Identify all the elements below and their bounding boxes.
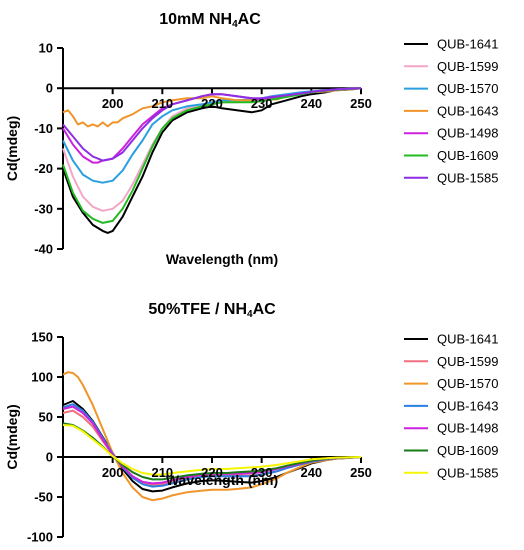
legend: QUB-1641 QUB-1599 QUB-1570 QUB-1643 QUB-1498…	[404, 332, 498, 480]
y-tick-label: 150	[31, 330, 53, 345]
x-tick-label: 240	[300, 465, 322, 480]
legend-label: QUB-1570	[437, 81, 498, 96]
x-axis-label: Wavelength (nm)	[166, 251, 278, 267]
x-tick-label: 230	[251, 96, 273, 111]
chart-panel-2: 50%TFE / NH4AC 150 100 50 0 -50 -100 200 210 220 2…	[4, 301, 498, 545]
series-line-qub-1585	[62, 424, 362, 476]
chart-title: 10mM NH4AC	[159, 11, 261, 30]
x-tick-label: 210	[151, 465, 173, 480]
x-tick-label: 210	[151, 96, 173, 111]
series-line-qub-1641	[62, 87, 362, 234]
legend-label: QUB-1599	[437, 354, 498, 369]
y-tick-label: -50	[34, 490, 53, 505]
legend-label: QUB-1570	[437, 376, 498, 391]
x-tick-label: 250	[350, 465, 372, 480]
legend-label: QUB-1643	[437, 103, 498, 118]
x-axis-label: Wavelength (nm)	[166, 472, 278, 488]
x-tick-label: 240	[300, 96, 322, 111]
y-tick-label: -10	[34, 121, 53, 136]
legend-label: QUB-1609	[437, 443, 498, 458]
legend-label: QUB-1641	[437, 37, 498, 52]
legend-label: QUB-1643	[437, 398, 498, 413]
x-tick-label: 220	[201, 465, 223, 480]
x-tick-label: 220	[201, 96, 223, 111]
series-line-qub-1585	[62, 87, 362, 162]
legend-label: QUB-1609	[437, 148, 498, 163]
x-tick-label: 200	[102, 465, 124, 480]
x-tick-label: 230	[251, 465, 273, 480]
y-tick-label: -40	[34, 242, 53, 257]
legend-label: QUB-1585	[437, 170, 498, 185]
y-tick-label: 10	[39, 41, 53, 56]
chart-panel-1: 10mM NH4AC 10 0 -10 -20 -30 -40 200 210 220 230 240…	[4, 11, 498, 267]
series-line-qub-1570	[62, 371, 362, 502]
legend-label: QUB-1641	[437, 332, 498, 347]
y-tick-label: -100	[27, 530, 53, 545]
y-tick-label: 0	[46, 81, 53, 96]
y-axis-label: Cd(mdeg)	[4, 404, 20, 469]
y-tick-label: 50	[39, 410, 53, 425]
legend-label: QUB-1599	[437, 59, 498, 74]
y-tick-label: -20	[34, 161, 53, 176]
x-tick-label: 200	[102, 96, 124, 111]
legend-label: QUB-1498	[437, 421, 498, 436]
chart-title: 50%TFE / NH4AC	[148, 301, 276, 320]
legend-label: QUB-1498	[437, 126, 498, 141]
y-tick-label: 100	[31, 370, 53, 385]
x-tick-label: 250	[350, 96, 372, 111]
y-axis-label: Cd(mdeg)	[4, 116, 20, 181]
legend: QUB-1641 QUB-1599 QUB-1570 QUB-1643 QUB-1498…	[404, 37, 498, 185]
y-tick-label: 0	[46, 450, 53, 465]
legend-label: QUB-1585	[437, 465, 498, 480]
y-tick-label: -30	[34, 201, 53, 216]
